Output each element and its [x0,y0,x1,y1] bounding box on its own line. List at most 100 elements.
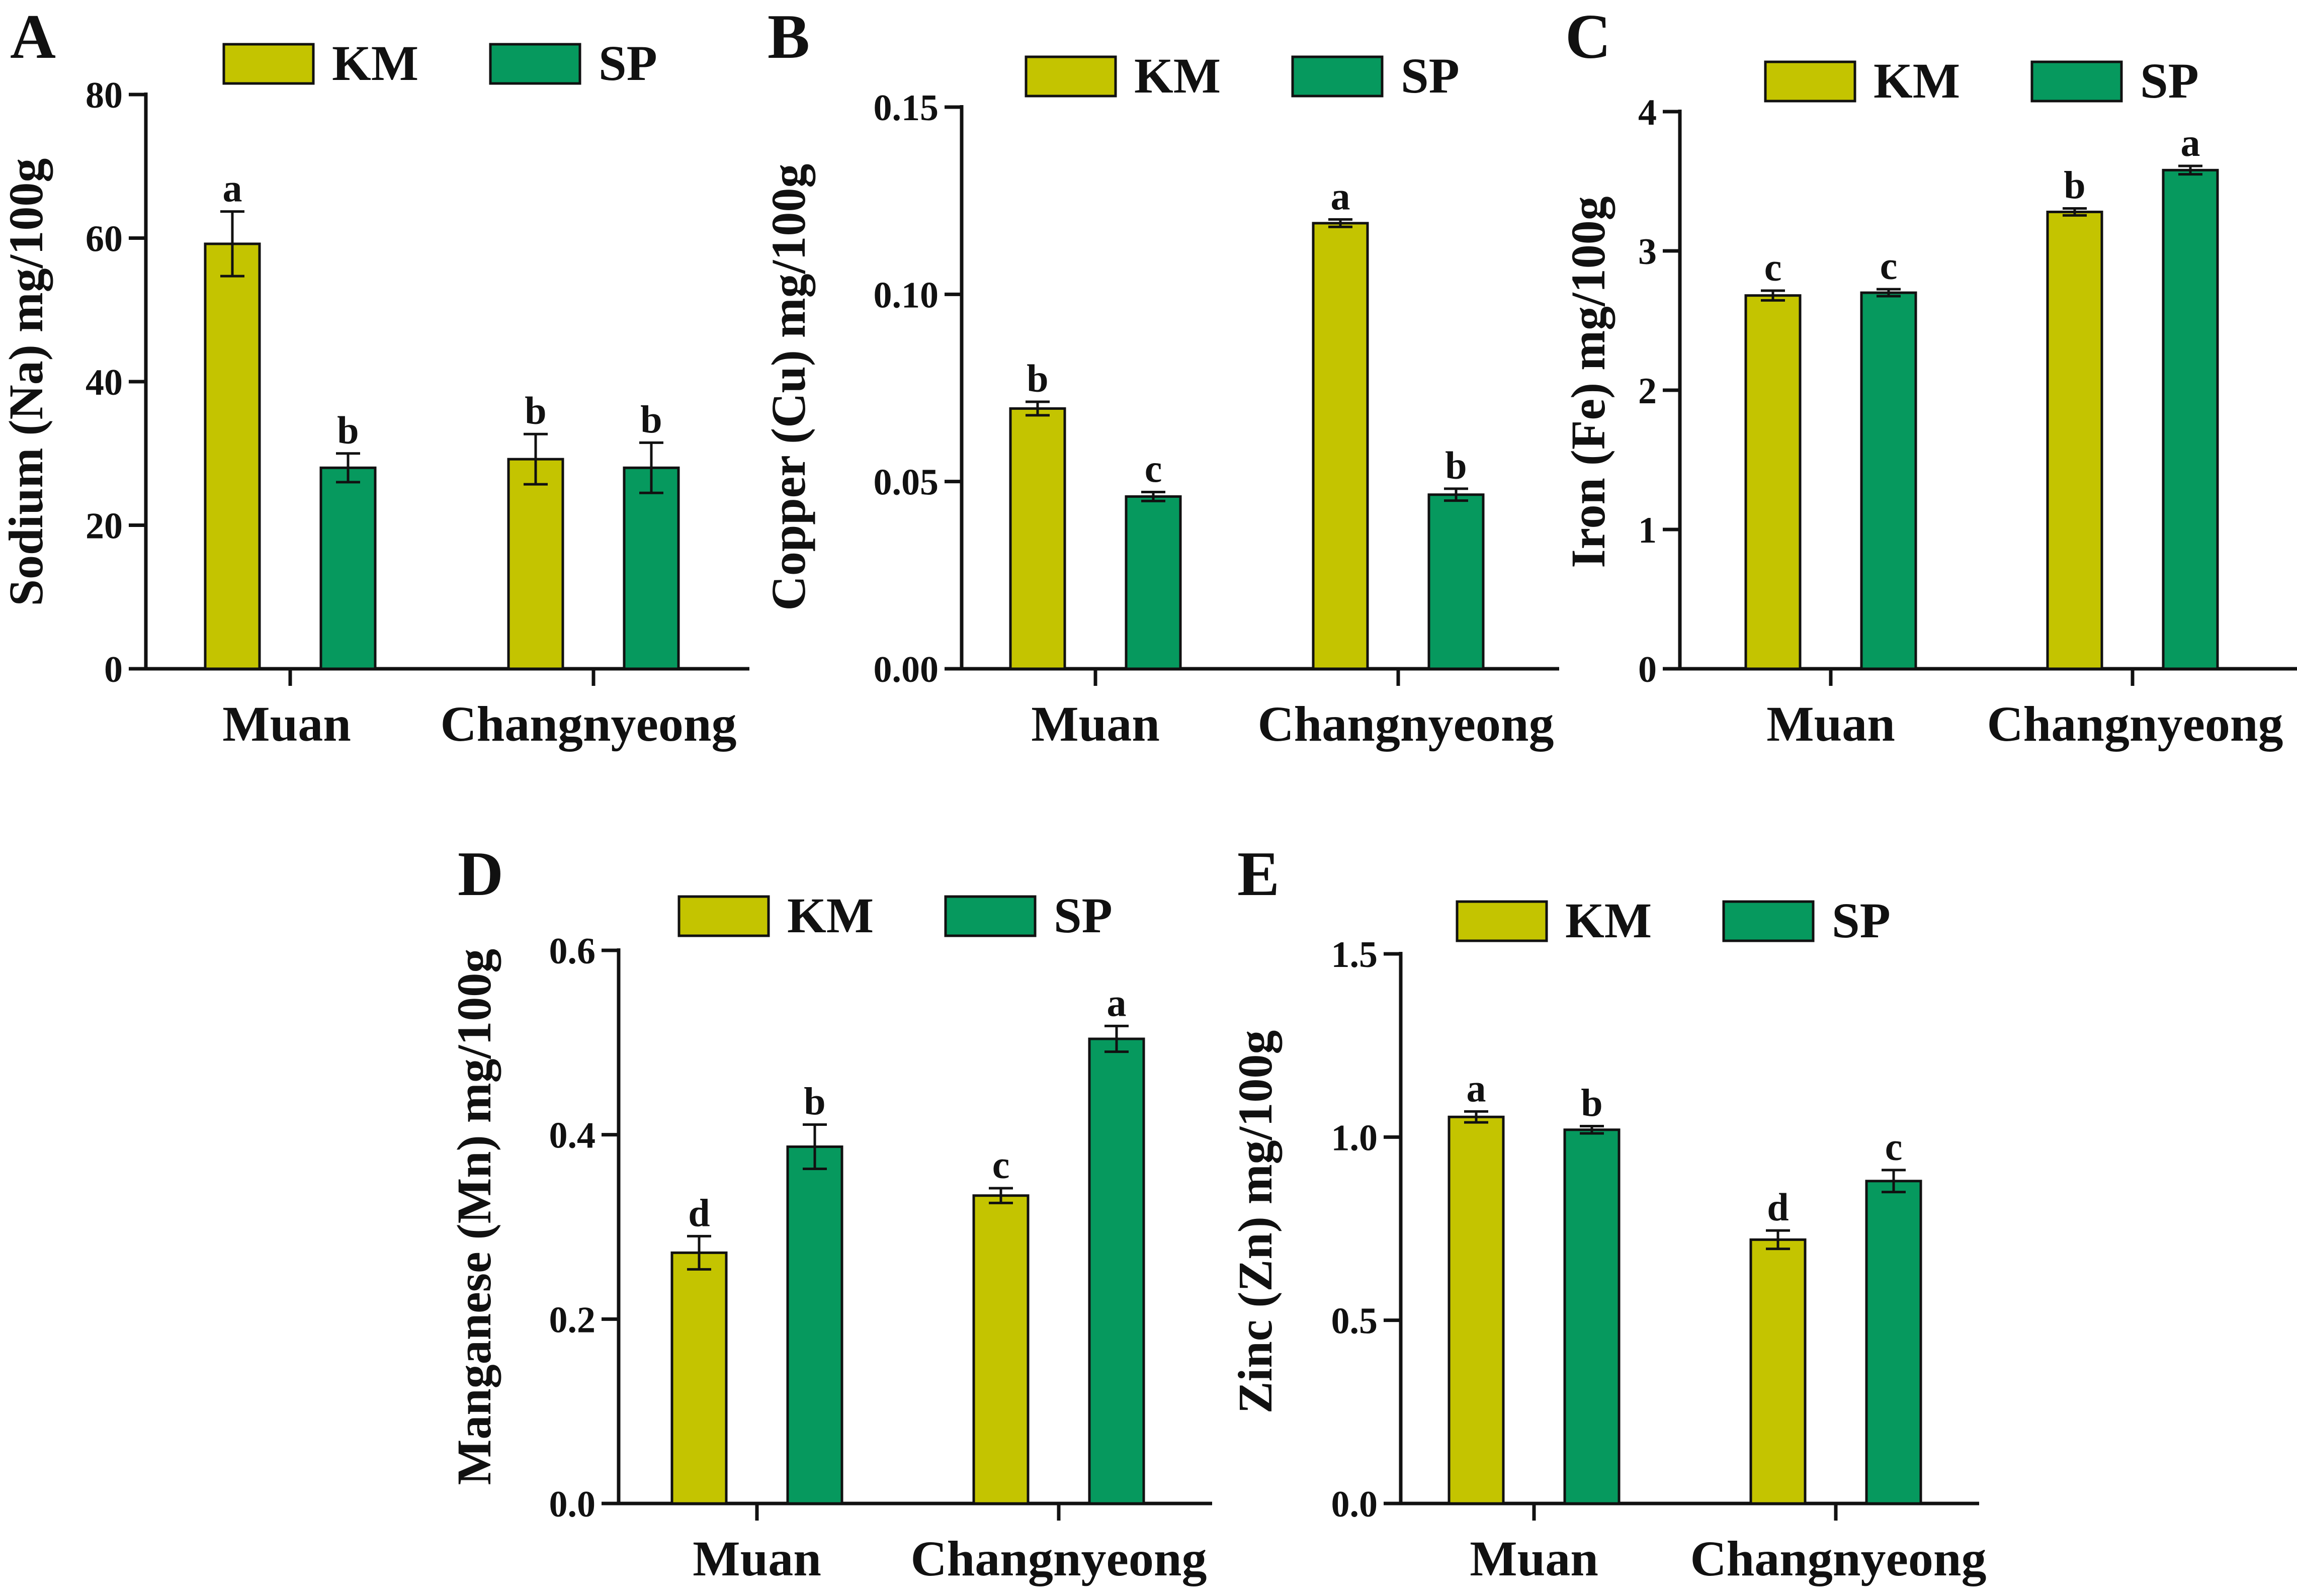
bar-sp-muan [786,1145,843,1505]
significance-letter: a [1107,981,1127,1024]
error-bar [1026,400,1050,417]
legend-swatch-km [1764,60,1856,103]
significance-letter: a [223,166,242,210]
y-tick-label: 0.2 [549,1299,596,1341]
legend-label-sp: SP [1832,893,1891,948]
legend-label-sp: SP [1401,48,1460,104]
significance-letter: c [1145,447,1162,491]
bar-km-muan [1744,294,1802,670]
legend-label-sp: SP [599,35,657,91]
y-tick-label: 1.0 [1331,1117,1378,1159]
chart-panel-c: C Iron (Fe) mg/100g 0 1 2 3 4 Muan Changnyeong c b… [1561,2,2297,752]
y-tick-label: 20 [86,506,123,547]
y-tick-label: 4 [1638,92,1657,133]
error-bar [687,1234,711,1271]
error-bar [1464,1110,1488,1124]
significance-letter: c [992,1143,1010,1187]
error-bar [1444,487,1468,502]
error-bar [989,1187,1013,1204]
error-bar [220,210,244,278]
significance-letter: a [2181,121,2200,164]
y-axis-label: Copper (Cu) mg/100g [761,164,815,611]
y-tick-label: 0.10 [874,275,939,316]
x-category-label: Muan [222,696,351,752]
y-tick-label: 0.0 [1331,1484,1378,1525]
bar-sp-changnyeong [1088,1037,1145,1505]
y-axis-label: Iron (Fe) mg/100g [1561,196,1615,568]
panel-letter: B [768,2,810,72]
error-bar [2063,207,2087,217]
significance-letter: b [337,408,359,452]
y-tick-label: 0.0 [549,1484,596,1525]
bar-km-changnyeong [1749,1238,1807,1505]
bar-sp-muan [319,466,377,670]
bar-km-changnyeong [1312,222,1369,670]
panel-letter: C [1565,2,1611,72]
error-bar [524,432,548,486]
x-category-label: Changnyeong [910,1531,1207,1586]
y-tick-label: 0.5 [1331,1301,1378,1342]
bar-km-changnyeong [2046,210,2103,670]
y-tick-label: 1 [1638,510,1657,551]
y-tick-label: 0 [104,649,123,690]
legend-swatch-sp [1722,900,1815,942]
error-bar [1328,218,1352,228]
y-tick-label: 40 [86,362,123,403]
error-bar [803,1123,827,1170]
significance-letter: c [1880,244,1898,288]
y-tick-label: 60 [86,219,123,260]
legend-label-sp: SP [1054,888,1113,943]
legend-label-km: KM [1565,893,1652,948]
legend-swatch-sp [2030,60,2123,103]
y-tick-label: 0.4 [549,1115,596,1157]
y-tick-label: 0.15 [874,87,939,129]
bar-sp-changnyeong [623,466,680,670]
error-bar [336,452,360,484]
chart-panel-b: B Copper (Cu) mg/100g 0.00 0.05 0.10 0.15 Muan… [761,2,1559,752]
significance-letter: b [525,389,546,432]
error-bar [1882,1169,1906,1194]
legend-label-km: KM [1874,53,1960,109]
panel-letter: A [10,2,56,72]
x-category-label: Changnyeong [1690,1531,1986,1586]
significance-letter: c [1764,245,1782,289]
error-bar [1877,288,1901,298]
error-bar [1141,491,1165,502]
x-category-label: Muan [1470,1531,1598,1586]
legend-swatch-km [1456,900,1548,942]
y-tick-label: 0.00 [874,649,939,690]
bar-km-changnyeong [507,458,564,670]
y-tick-label: 80 [86,75,123,116]
x-category-label: Muan [1031,696,1160,752]
significance-letter: a [1467,1066,1486,1110]
significance-letter: c [1885,1125,1903,1169]
error-bar [1761,289,1785,302]
chart-panel-d: D Manganese (Mn) mg/100g 0.0 0.2 0.4 0.6 Muan C… [447,839,1212,1586]
x-category-label: Changnyeong [1987,696,2283,752]
x-category-label: Changnyeong [1257,696,1554,752]
y-tick-label: 0.05 [874,462,939,503]
bar-km-muan [1009,407,1066,670]
y-axis-label: Manganese (Mn) mg/100g [447,949,501,1485]
bar-sp-muan [1563,1128,1621,1505]
significance-letter: b [804,1080,825,1123]
significance-letter: b [1581,1081,1602,1124]
bar-sp-muan [1125,495,1182,670]
x-category-label: Muan [1766,696,1895,752]
legend-label-km: KM [787,888,874,943]
significance-letter: d [688,1191,710,1234]
bar-km-muan [1448,1115,1505,1505]
bar-km-muan [670,1251,728,1505]
y-tick-label: 0 [1638,649,1657,690]
y-axis-label: Sodium (Na) mg/100g [0,158,53,606]
bar-sp-changnyeong [2162,168,2219,670]
legend-label-km: KM [332,35,418,91]
legend-swatch-km [222,43,315,85]
y-tick-label: 0.6 [549,931,596,972]
legend-swatch-sp [944,895,1037,937]
panel-letter: D [458,839,503,909]
y-tick-label: 3 [1638,231,1657,273]
y-tick-label: 1.5 [1331,934,1378,976]
